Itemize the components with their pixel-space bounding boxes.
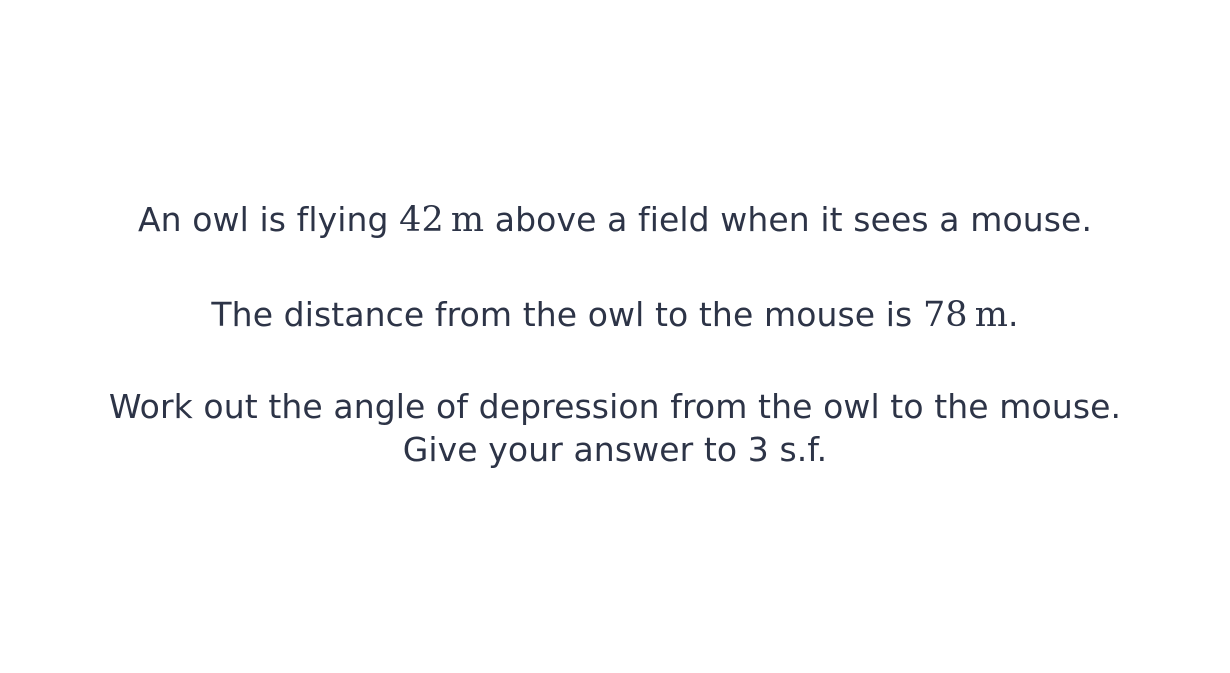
distance-statement-before: The distance from the owl to the mouse i…	[211, 295, 923, 334]
distance-value: 78	[922, 295, 968, 335]
distance-statement: The distance from the owl to the mouse i…	[0, 293, 1230, 337]
height-statement-after: above a field when it sees a mouse.	[484, 200, 1093, 239]
task-instruction: Work out the angle of depression from th…	[108, 387, 1122, 426]
distance-statement-after: .	[1007, 295, 1019, 334]
height-statement-before: An owl is flying	[137, 200, 400, 239]
precision-instruction: Give your answer to 3 s.f.	[402, 430, 828, 469]
height-unit: m	[450, 200, 485, 240]
height-statement: An owl is flying 42 m above a field when …	[0, 198, 1230, 242]
distance-unit: m	[974, 295, 1008, 335]
height-value: 42	[399, 200, 444, 240]
